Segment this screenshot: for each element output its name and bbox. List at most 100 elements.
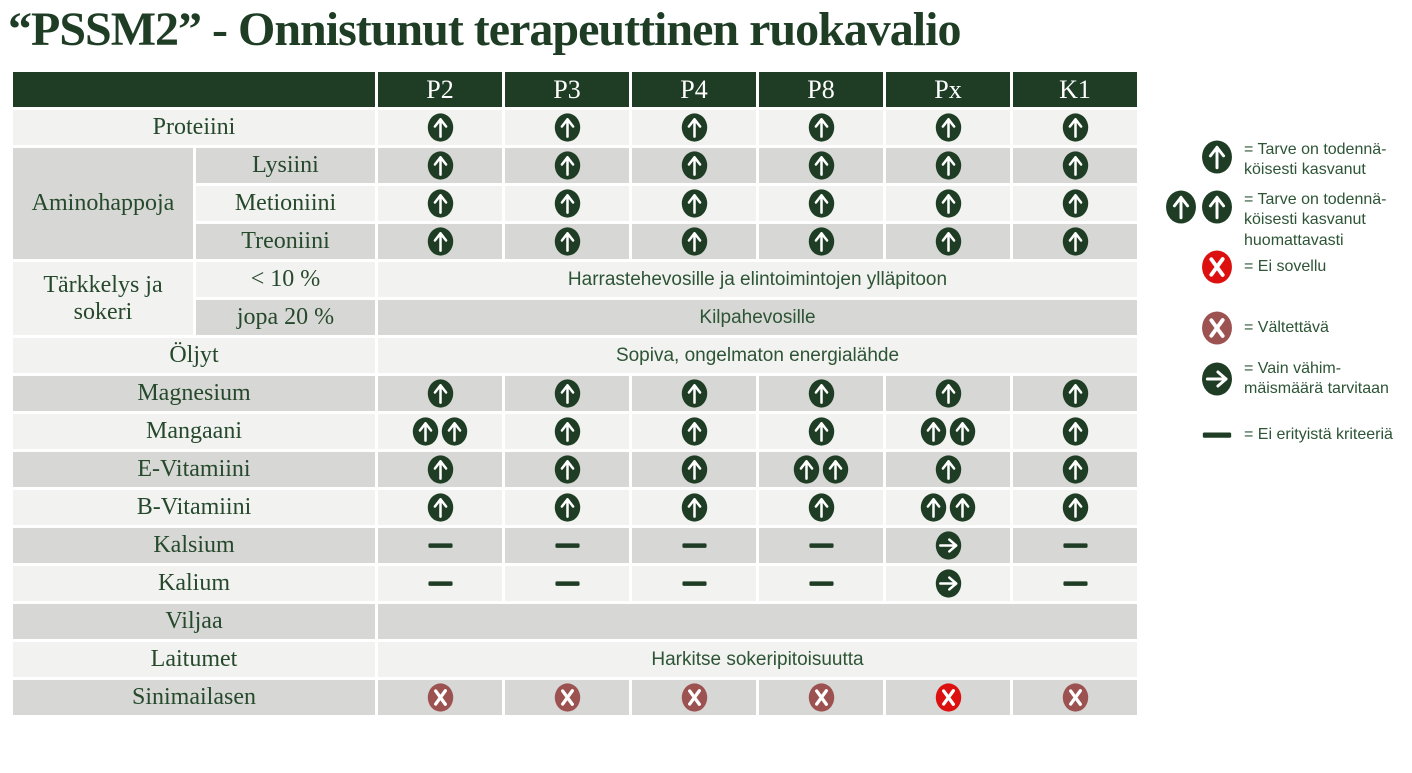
table-row: Sinimailasen <box>10 677 1140 718</box>
up-arrow-icon <box>1062 151 1089 180</box>
right-arrow-icon <box>935 531 962 560</box>
row-label-lysiini: Lysiini <box>193 145 378 186</box>
double-up-arrow-icon <box>920 417 976 446</box>
avoid-x-icon <box>427 683 454 712</box>
up-arrow-icon <box>427 151 454 180</box>
table-row: Kalsium <box>10 525 1140 566</box>
no-criteria-dash-icon <box>1062 531 1089 560</box>
up-arrow-icon <box>427 493 454 522</box>
up-arrow-icon <box>1062 227 1089 256</box>
up-arrow-icon <box>554 227 581 256</box>
group-label-tarkkelys-ja-sokeri: Tärkkelys ja sokeri <box>10 259 196 338</box>
row-label-mangaani: Mangaani <box>10 411 378 452</box>
merged-note-energialahde: Sopiva, ongelmaton energialähde <box>375 335 1140 376</box>
legend-label: = Vältettävä <box>1244 318 1329 336</box>
avoid-x-icon <box>1200 311 1234 345</box>
up-arrow-icon <box>554 151 581 180</box>
legend-item-increased-need: = Tarve on todennä- köisesti kasvanut <box>1146 140 1386 181</box>
up-arrow-icon <box>681 417 708 446</box>
table-row: jopa 20 % Kilpahevosille <box>12 297 1140 338</box>
up-arrow-icon <box>427 113 454 142</box>
table-row: Mangaani <box>10 411 1140 452</box>
up-arrow-icon <box>808 493 835 522</box>
double-up-arrow-icon <box>793 455 849 484</box>
page-title: “PSSM2” - Onnistunut terapeuttinen ruoka… <box>8 3 961 56</box>
up-arrow-icon <box>1062 455 1089 484</box>
up-arrow-icon <box>1200 140 1234 174</box>
up-arrow-icon <box>554 493 581 522</box>
table-row: Magnesium <box>10 373 1140 414</box>
no-criteria-dash-icon <box>681 531 708 560</box>
legend-label: = Vain vähim- mäismäärä tarvitaan <box>1244 360 1389 398</box>
up-arrow-icon <box>935 379 962 408</box>
up-arrow-icon <box>1062 379 1089 408</box>
legend-item-avoid: = Vältettävä <box>1146 311 1329 345</box>
column-header-px: Px <box>883 69 1013 110</box>
row-label-treoniini: Treoniini <box>193 221 378 262</box>
up-arrow-icon <box>808 227 835 256</box>
row-label-jopa-20-prosenttia: jopa 20 % <box>193 297 378 338</box>
row-label-kalium: Kalium <box>10 563 378 604</box>
no-criteria-dash-icon <box>1062 569 1089 598</box>
table-row: Proteiini <box>10 107 1140 148</box>
row-label-alle-10-prosenttia: < 10 % <box>193 259 378 300</box>
up-arrow-icon <box>554 113 581 142</box>
merged-note-harrastehevosille: Harrastehevosille ja elintoimintojen yll… <box>375 259 1140 300</box>
up-arrow-icon <box>681 227 708 256</box>
up-arrow-icon <box>808 151 835 180</box>
table-row: Öljyt Sopiva, ongelmaton energialähde <box>10 335 1140 376</box>
table-row: Viljaa <box>10 601 1140 642</box>
row-label-magnesium: Magnesium <box>10 373 378 414</box>
up-arrow-icon <box>681 493 708 522</box>
up-arrow-icon <box>554 189 581 218</box>
up-arrow-icon <box>681 455 708 484</box>
row-label-e-vitamiini: E-Vitamiini <box>10 449 378 490</box>
no-criteria-dash-icon <box>808 569 835 598</box>
no-criteria-dash-icon <box>427 531 454 560</box>
merged-note-sokeripitoisuus: Harkitse sokeripitoisuutta <box>375 639 1140 680</box>
column-header-p2: P2 <box>375 69 505 110</box>
row-label-viljaa: Viljaa <box>10 601 378 642</box>
table-row: Kalium <box>10 563 1140 604</box>
right-arrow-icon <box>1200 362 1234 397</box>
merged-note-kilpahevosille: Kilpahevosille <box>375 297 1140 338</box>
column-header-p3: P3 <box>502 69 632 110</box>
table-row: Aminohappoja Lysiini <box>10 145 1140 262</box>
legend-label: = Tarve on todennä- köisesti kasvanut <box>1244 141 1387 179</box>
up-arrow-icon <box>935 189 962 218</box>
up-arrow-icon <box>427 189 454 218</box>
table-row: B-Vitamiini <box>10 487 1140 528</box>
avoid-x-icon <box>554 683 581 712</box>
up-arrow-icon <box>1062 493 1089 522</box>
not-suitable-x-icon <box>1200 250 1234 284</box>
up-arrow-icon <box>1062 417 1089 446</box>
no-criteria-dash-icon <box>554 531 581 560</box>
column-header-p8: P8 <box>756 69 886 110</box>
up-arrow-icon <box>935 227 962 256</box>
up-arrow-icon <box>935 455 962 484</box>
row-label-oljyt: Öljyt <box>10 335 378 376</box>
legend-label: = Tarve on todennä- köisesti kasvanut hu… <box>1244 191 1387 249</box>
double-up-arrow-icon <box>1164 190 1234 224</box>
up-arrow-icon <box>808 379 835 408</box>
up-arrow-icon <box>808 417 835 446</box>
double-up-arrow-icon <box>412 417 468 446</box>
table-row: Metioniini <box>12 183 1140 224</box>
no-criteria-dash-icon <box>808 531 835 560</box>
table-row: Treoniini <box>12 221 1140 262</box>
up-arrow-icon <box>427 227 454 256</box>
no-criteria-dash-icon <box>554 569 581 598</box>
up-arrow-icon <box>935 113 962 142</box>
no-criteria-dash-icon <box>681 569 708 598</box>
row-label-b-vitamiini: B-Vitamiini <box>10 487 378 528</box>
legend-label: = Ei erityistä kriteeriä <box>1244 425 1393 443</box>
row-label-sinimailasen: Sinimailasen <box>10 677 378 718</box>
avoid-x-icon <box>1062 683 1089 712</box>
up-arrow-icon <box>808 189 835 218</box>
not-suitable-x-icon <box>935 683 962 712</box>
up-arrow-icon <box>427 379 454 408</box>
no-criteria-dash-icon <box>1200 418 1234 452</box>
column-header-k1: K1 <box>1010 69 1140 110</box>
table-row: Laitumet Harkitse sokeripitoisuutta <box>10 639 1140 680</box>
